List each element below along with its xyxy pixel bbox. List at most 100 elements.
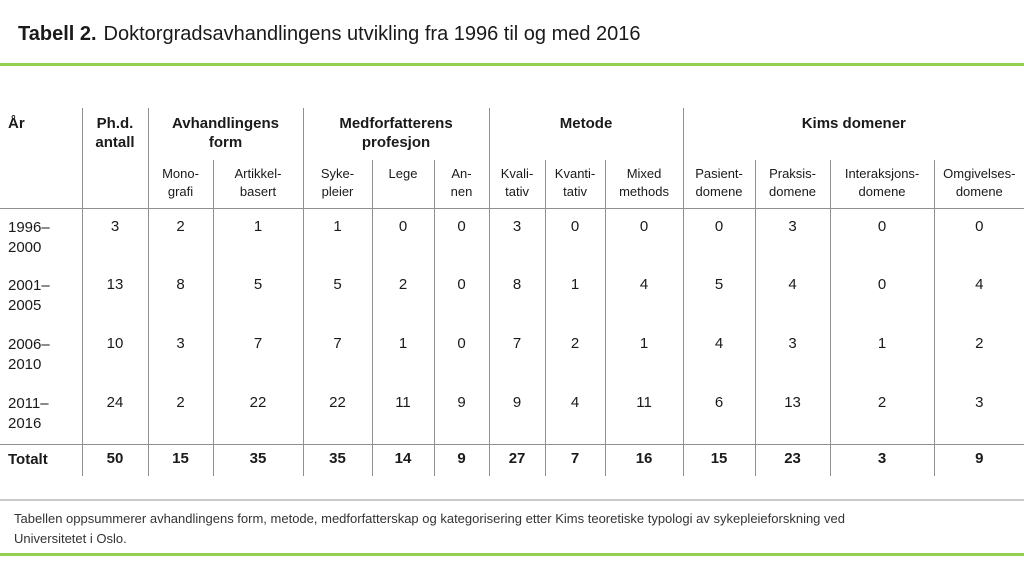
- table-cell: 2: [544, 326, 606, 385]
- table-cell: 2: [829, 385, 935, 444]
- sub-header-row: Mono- grafi Artikkel- basert Syke- pleie…: [0, 160, 1024, 209]
- table-cell: 3: [488, 208, 546, 267]
- table-cell: 4: [544, 385, 606, 444]
- table-cell: 2: [371, 267, 434, 326]
- table-cell: 22: [302, 385, 372, 444]
- table-cell: 1: [829, 326, 935, 385]
- column-header-environment-domain: Omgivelses- domene: [933, 160, 1024, 209]
- row-label-period: 2011– 2016: [8, 395, 49, 433]
- row-label-period: 2001– 2005: [8, 277, 50, 315]
- column-header-phd-count: Ph.d. antall: [81, 108, 148, 209]
- column-header-nurse: Syke- pleier: [302, 160, 372, 209]
- table-title: Tabell 2. Doktorgradsavhandlingens utvik…: [0, 0, 1024, 63]
- table-cell: 35: [302, 443, 372, 476]
- table-cell: 7: [544, 443, 606, 476]
- column-header-practice-domain: Praksis- domene: [754, 160, 831, 209]
- table-cell: 15: [147, 443, 213, 476]
- table-cell: 13: [81, 267, 148, 326]
- table-cell: 9: [488, 385, 546, 444]
- row-label-period: 2006– 2010: [8, 336, 50, 374]
- table-row: 2011– 2016 24 2 22 22 11 9 9 4 11 6 13 2 3: [0, 385, 1024, 444]
- table-cell: 0: [433, 267, 490, 326]
- table-cell: 3: [933, 385, 1024, 444]
- column-header-year: År: [0, 108, 82, 209]
- table-cell: 6: [682, 385, 756, 444]
- table-cell: 4: [933, 267, 1024, 326]
- table-cell: 9: [933, 443, 1024, 476]
- column-header-quantitative: Kvanti- tativ: [544, 160, 606, 209]
- table-cell: 15: [682, 443, 756, 476]
- group-header-method: Metode: [488, 108, 684, 160]
- table-cell: 0: [433, 326, 490, 385]
- table-cell: 16: [604, 443, 684, 476]
- table-cell: 0: [544, 208, 606, 267]
- table-cell: 7: [302, 326, 372, 385]
- table-cell: 3: [754, 208, 831, 267]
- table-cell: 0: [829, 208, 935, 267]
- table-cell: 0: [604, 208, 684, 267]
- column-header-qualitative: Kvali- tativ: [488, 160, 546, 209]
- table-cell: 0: [371, 208, 434, 267]
- table-cell: 4: [682, 326, 756, 385]
- total-row-label: Totalt: [0, 443, 82, 476]
- table-cell: 1: [544, 267, 606, 326]
- table-title-number: Tabell 2.: [18, 23, 97, 45]
- table-cell: 9: [433, 443, 490, 476]
- group-header-coauthor-profession: Medforfatterens profesjon: [302, 108, 490, 160]
- table-cell: 7: [212, 326, 303, 385]
- table-cell: 0: [829, 267, 935, 326]
- table-cell: 3: [754, 326, 831, 385]
- column-header-physician: Lege: [371, 160, 434, 209]
- table-cell: 11: [371, 385, 434, 444]
- table-cell: 5: [302, 267, 372, 326]
- table-cell: 0: [682, 208, 756, 267]
- table-cell: 35: [212, 443, 303, 476]
- group-header-kims-domains: Kims domener: [682, 108, 1024, 160]
- table-cell: 1: [604, 326, 684, 385]
- table-title-text: Doktorgradsavhandlingens utvikling fra 1…: [103, 23, 641, 45]
- table-footnote: Tabellen oppsummerer avhandlingens form,…: [14, 510, 845, 546]
- table-cell: 4: [604, 267, 684, 326]
- table-cell: 7: [488, 326, 546, 385]
- column-header-mixed-methods: Mixed methods: [604, 160, 684, 209]
- table-cell: 50: [81, 443, 148, 476]
- column-header-interaction-domain: Interaksjons- domene: [829, 160, 935, 209]
- table-row: 2006– 2010 10 3 7 7 1 0 7 2 1 4 3 1 2: [0, 326, 1024, 385]
- dissertation-table: År Ph.d. antall Avhandlingens form Medfo…: [0, 108, 1024, 476]
- column-header-article-based: Artikkel- basert: [212, 160, 303, 209]
- table-cell: 1: [212, 208, 303, 267]
- table-cell: 1: [371, 326, 434, 385]
- table-header: År Ph.d. antall Avhandlingens form Medfo…: [0, 108, 1024, 209]
- accent-divider-bottom: [0, 552, 1024, 556]
- column-header-patient-domain: Pasient- domene: [682, 160, 756, 209]
- table-cell: 27: [488, 443, 546, 476]
- table-cell: 2: [147, 208, 213, 267]
- table-cell: 3: [81, 208, 148, 267]
- table-row: 2001– 2005 13 8 5 5 2 0 8 1 4 5 4 0 4: [0, 267, 1024, 326]
- table-body: 1996– 2000 3 2 1 1 0 0 3 0 0 0 3 0 0 2001– 2005 13 8 5 5 2 0…: [0, 208, 1024, 476]
- table-cell: 11: [604, 385, 684, 444]
- column-header-monograph: Mono- grafi: [147, 160, 213, 209]
- table-cell: 1: [302, 208, 372, 267]
- table-cell: 3: [829, 443, 935, 476]
- total-row: Totalt 50 15 35 35 14 9 27 7 16 15 23 3 9: [0, 443, 1024, 476]
- table-cell: 13: [754, 385, 831, 444]
- column-header-other: An- nen: [433, 160, 490, 209]
- accent-divider-top: [0, 63, 1024, 66]
- table-cell: 24: [81, 385, 148, 444]
- table-cell: 14: [371, 443, 434, 476]
- table-cell: 9: [433, 385, 490, 444]
- table-cell: 8: [488, 267, 546, 326]
- table-cell: 2: [933, 326, 1024, 385]
- row-label-period: 1996– 2000: [8, 218, 50, 256]
- table-cell: 4: [754, 267, 831, 326]
- table-cell: 5: [212, 267, 303, 326]
- table-cell: 8: [147, 267, 213, 326]
- table-cell: 0: [933, 208, 1024, 267]
- table-cell: 3: [147, 326, 213, 385]
- table-cell: 5: [682, 267, 756, 326]
- table-cell: 23: [754, 443, 831, 476]
- footnote-divider: [0, 498, 1024, 501]
- group-header-row: År Ph.d. antall Avhandlingens form Medfo…: [0, 108, 1024, 209]
